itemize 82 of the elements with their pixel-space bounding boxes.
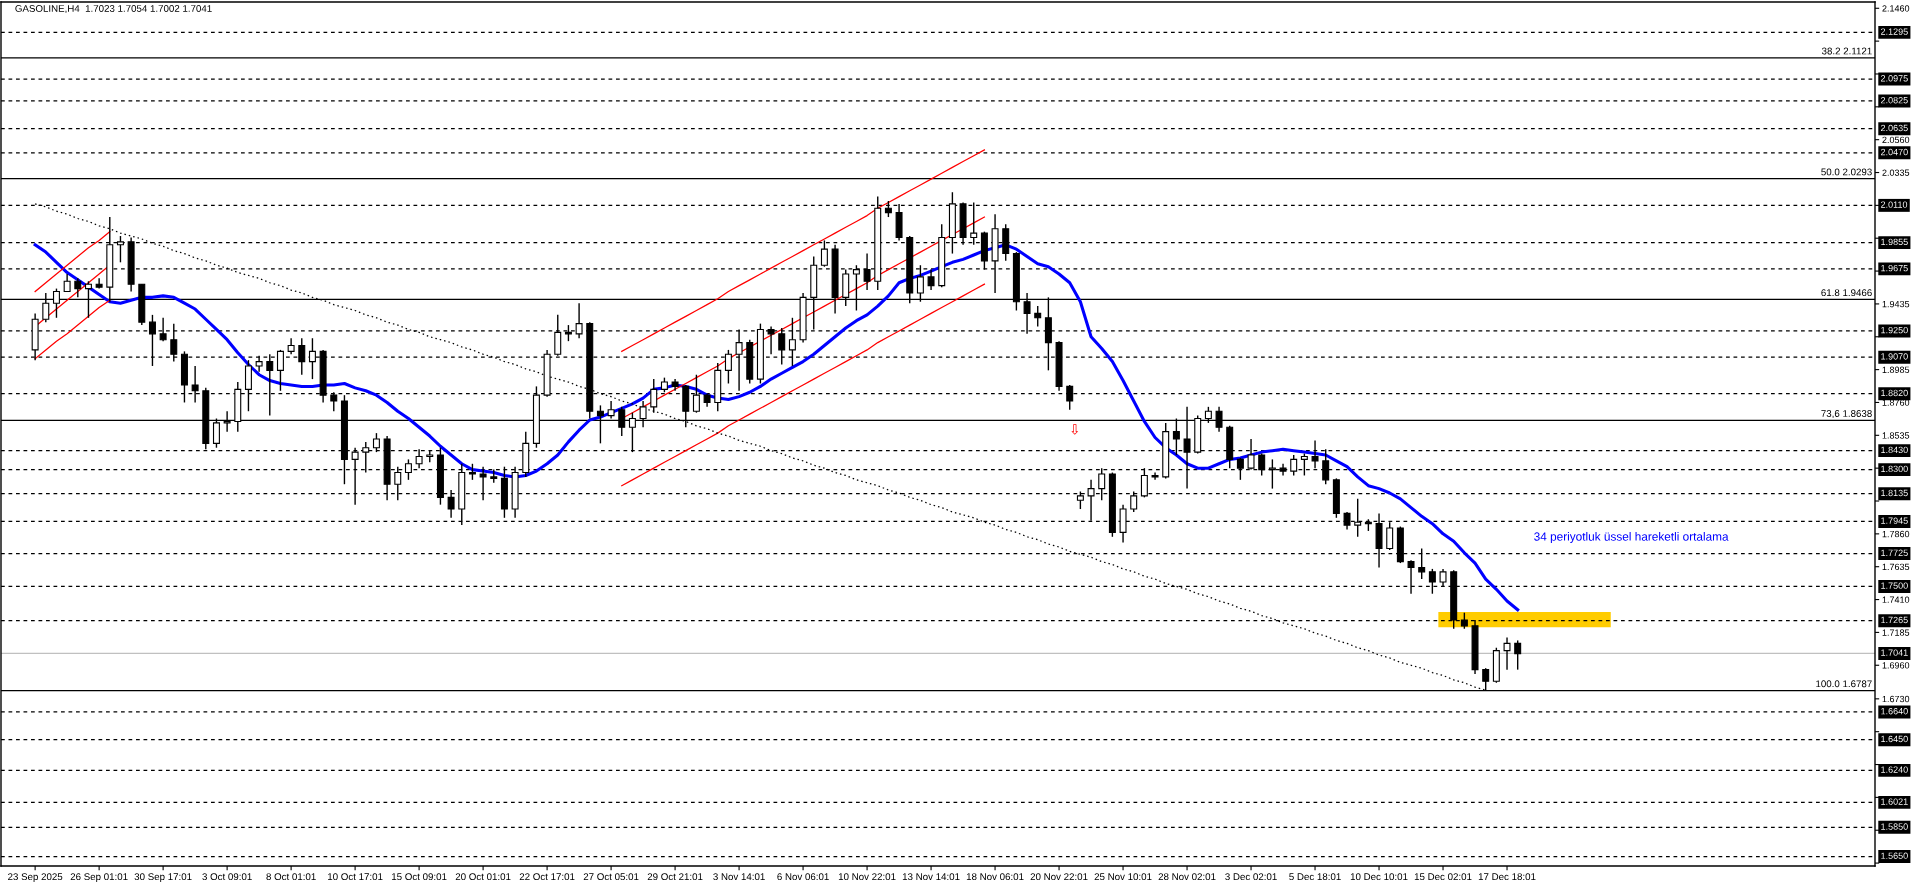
- line-series: [34, 231, 111, 293]
- x-tick-label: 8 Oct 01:01: [266, 873, 316, 881]
- y-tick-label: 2.1460: [1882, 5, 1910, 12]
- ref-line-label: 1.6640: [1881, 708, 1908, 715]
- ref-line-label: 1.9070: [1881, 353, 1908, 360]
- candlestick: [1503, 636, 1511, 671]
- y-tick-label: 1.6960: [1882, 662, 1910, 669]
- line-series: [621, 283, 986, 487]
- ref-line-label: 1.8430: [1881, 446, 1908, 454]
- ref-line-label: 1.9855: [1881, 238, 1908, 246]
- candlestick: [650, 378, 658, 414]
- ref-line-label: 2.0975: [1881, 75, 1908, 82]
- x-tick-label: 5 Dec 18:01: [1289, 873, 1341, 881]
- annotation: ⇩: [1071, 424, 1079, 435]
- y-tick-label: 1.8985: [1882, 366, 1910, 373]
- ref-line-label: 1.7725: [1881, 549, 1908, 556]
- ref-line-label: 1.8820: [1881, 389, 1908, 397]
- x-tick-label: 10 Oct 17:01: [328, 873, 383, 881]
- x-tick-label: 22 Oct 17:01: [519, 873, 575, 881]
- candlestick: [1514, 639, 1522, 671]
- y-tick-label: 1.6730: [1882, 695, 1910, 703]
- y-tick-label: 1.7410: [1882, 596, 1910, 603]
- line-series: [621, 149, 986, 352]
- line-series: [34, 299, 111, 360]
- x-tick-label: 3 Nov 14:01: [713, 873, 765, 881]
- y-tick-label: 1.7185: [1882, 629, 1910, 636]
- x-tick-label: 6 Nov 06:01: [777, 873, 829, 881]
- candlestick: [74, 277, 82, 299]
- ref-line-label: 1.7265: [1881, 616, 1908, 624]
- x-tick-label: 28 Nov 02:01: [1158, 873, 1216, 881]
- candlestick: [479, 466, 487, 501]
- ref-line-label: 1.7945: [1881, 517, 1908, 524]
- ref-line-label: 50.0 2.0293: [1821, 168, 1872, 176]
- y-tick-label: 2.0335: [1882, 169, 1910, 176]
- x-tick-label: 3 Oct 09:01: [202, 873, 252, 881]
- ref-line-label: 1.6240: [1881, 766, 1908, 773]
- ref-line-label: 1.6450: [1881, 735, 1908, 743]
- ref-line-label: 1.9250: [1881, 326, 1908, 334]
- ref-line-label: 1.6021: [1881, 798, 1908, 805]
- ref-line-label: 2.0825: [1881, 97, 1908, 104]
- ref-line-label: 1.5850: [1881, 823, 1908, 830]
- x-tick-label: 20 Nov 22:01: [1030, 873, 1088, 881]
- y-tick-label: 1.7635: [1882, 563, 1910, 571]
- candlestick: [1119, 503, 1127, 544]
- ref-line-label: 1.7500: [1881, 582, 1908, 589]
- candlestick: [1034, 305, 1042, 328]
- candlestick: [95, 277, 103, 290]
- x-tick-label: 13 Nov 14:01: [902, 873, 960, 881]
- x-tick-label: 15 Dec 02:01: [1414, 873, 1472, 881]
- x-tick-label: 25 Nov 10:01: [1094, 873, 1152, 881]
- text: 34 periyotluk üssel hareketli ortalama: [1534, 532, 1729, 544]
- x-tick-label: 20 Oct 01:01: [455, 873, 511, 881]
- ref-line-label: 1.7041: [1881, 649, 1908, 656]
- x-tick-label: 29 Oct 21:01: [647, 873, 703, 881]
- x-tick-label: 27 Oct 05:01: [583, 873, 639, 881]
- y-tick-label: 2.0560: [1882, 136, 1910, 144]
- y-tick-label: 1.8535: [1882, 432, 1910, 439]
- x-tick-label: 26 Sep 01:01: [70, 873, 128, 883]
- x-tick-label: 10 Nov 22:01: [838, 873, 896, 881]
- x-tick-label: 23 Sep 2025: [8, 873, 63, 883]
- line-series: [33, 243, 1520, 612]
- ref-line-label: 100.0 1.6787: [1816, 680, 1872, 688]
- y-tick-label: 1.9435: [1882, 300, 1910, 308]
- x-tick-label: 15 Oct 09:01: [392, 873, 447, 881]
- ref-line-label: 2.1295: [1881, 28, 1908, 35]
- ref-line-label: 2.0635: [1881, 124, 1908, 132]
- ref-line-label: 1.9675: [1881, 264, 1908, 272]
- ref-line-label: 61.8 1.9466: [1821, 289, 1872, 297]
- x-tick-label: 18 Nov 06:01: [966, 873, 1024, 881]
- ref-line-label: 2.0470: [1881, 148, 1908, 156]
- ref-line-label: 73,6 1.8638: [1821, 410, 1872, 419]
- ref-line-label: 38.2 2.1121: [1821, 47, 1872, 55]
- ref-line-label: 1.5650: [1881, 852, 1908, 859]
- x-tick-label: 30 Sep 17:01: [134, 873, 192, 883]
- y-tick-label: 1.7860: [1882, 530, 1910, 538]
- ref-line-label: 1.8135: [1881, 489, 1908, 497]
- x-tick-label: 10 Dec 10:01: [1350, 873, 1408, 881]
- ref-line-label: 2.0110: [1881, 201, 1908, 208]
- chart-title: GASOLINE,H4 1.7023 1.7054 1.7002 1.7041: [15, 5, 212, 14]
- x-tick-label: 3 Dec 02:01: [1225, 873, 1277, 881]
- x-tick-label: 17 Dec 18:01: [1478, 873, 1536, 881]
- ref-line-label: 1.8300: [1881, 465, 1908, 473]
